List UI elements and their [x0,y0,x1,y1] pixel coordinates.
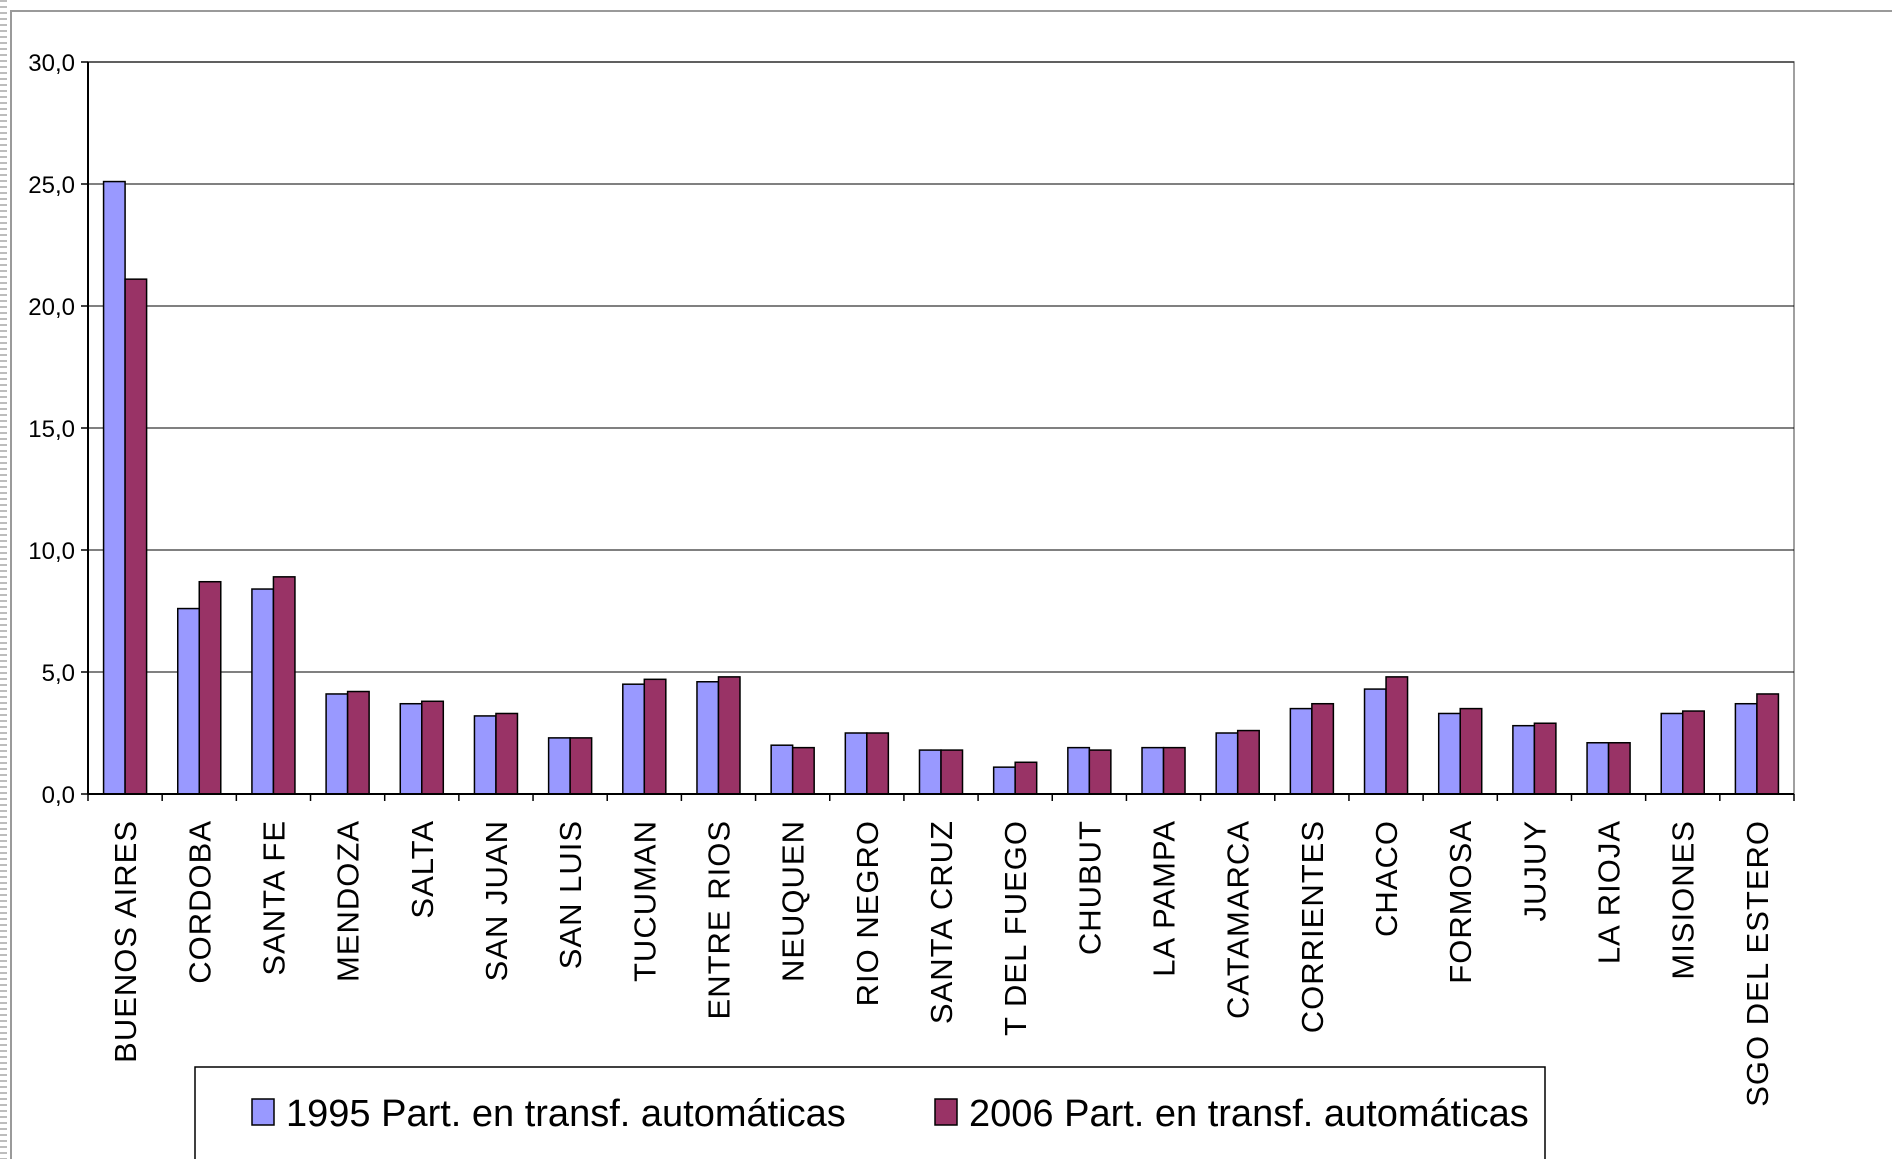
bar-2006 [1756,693,1780,795]
y-tick-label: 30,0 [28,50,75,77]
bar-2006 [791,746,815,795]
bar-2006 [1162,746,1186,795]
x-category-label: CHUBUT [1072,820,1107,955]
legend-label-2006: 2006 Part. en transf. automáticas [969,1093,1529,1135]
bar-1995 [1141,746,1165,795]
x-category-label: CHACO [1369,820,1404,937]
bar-2006 [272,576,296,795]
bar-1995 [1660,712,1684,795]
x-category-label: SAN LUIS [553,820,588,969]
y-tick-label: 15,0 [28,416,75,443]
x-category-label: MENDOZA [331,820,366,982]
bar-2006 [1607,742,1631,795]
bar-1995 [1586,742,1610,795]
y-axis-ticks: 0,0 5,0 10,0 15,0 20,0 25,0 30,0 [28,50,88,809]
bar-1995 [547,737,571,795]
bar-2006 [1459,707,1483,795]
bar-1995 [251,588,275,795]
bar-2006 [1236,729,1260,795]
x-category-label: NEUQUEN [776,820,811,982]
bar-1995 [1289,707,1313,795]
bar-2006 [569,737,593,795]
bar-2006 [1385,676,1409,795]
bar-1995 [1067,746,1091,795]
bar-1995 [622,683,646,795]
bars [102,180,1780,795]
x-category-label: BUENOS AIRES [108,820,143,1063]
dotted-edge [0,0,7,1159]
bar-1995 [918,749,942,795]
y-tick-label: 10,0 [28,538,75,565]
bar-2006 [1014,761,1038,795]
bar-1995 [473,715,497,795]
bar-2006 [1088,749,1112,795]
x-category-label: FORMOSA [1443,820,1478,984]
y-tick-label: 25,0 [28,172,75,199]
x-category-label: ENTRE RIOS [701,820,736,1019]
gridlines [87,61,1795,795]
bar-2006 [643,678,667,795]
y-tick-label: 20,0 [28,294,75,321]
bar-2006 [124,278,148,795]
bar-2006 [198,580,222,795]
legend-label-1995: 1995 Part. en transf. automáticas [286,1093,846,1135]
bar-1995 [992,766,1016,795]
bar-2006 [866,732,890,795]
bar-1995 [325,693,349,795]
bar-2006 [421,700,445,795]
axes [87,62,1795,801]
bar-1995 [696,681,720,795]
bar-2006 [717,676,741,795]
y-tick-label: 5,0 [42,660,75,687]
y-tick-label: 0,0 [42,782,75,809]
x-category-label: CATAMARCA [1221,820,1256,1019]
bar-1995 [770,744,794,795]
bar-1995 [399,702,423,795]
bar-1995 [1512,724,1536,795]
x-category-label: SANTA CRUZ [924,820,959,1024]
bar-1995 [1437,712,1461,795]
x-category-label: CORRIENTES [1295,820,1330,1033]
x-category-label: JUJUY [1517,820,1552,921]
x-category-label: CORDOBA [182,820,217,984]
legend: 1995 Part. en transf. automáticas 2006 Pa… [194,1066,1546,1159]
legend-swatch-1995 [251,1098,275,1126]
bar-1995 [844,732,868,795]
x-axis-labels: BUENOS AIRES CORDOBA SANTA FE MENDOZA SALTA S… [108,820,1775,1107]
x-category-label: LA PAMPA [1147,820,1182,977]
bar-1995 [102,180,126,795]
chart-frame [10,10,1892,1159]
bar-2006 [1681,710,1705,795]
bar-2006 [1533,722,1557,795]
bar-2006 [495,712,519,795]
x-category-label: SALTA [405,820,440,919]
bar-2006 [940,749,964,795]
x-category-label: LA RIOJA [1592,820,1627,964]
x-category-label: T DEL FUEGO [998,820,1033,1036]
bar-1995 [1215,732,1239,795]
x-category-label: TUCUMAN [627,820,662,982]
bar-1995 [177,607,201,795]
x-category-label: SANTA FE [256,820,291,976]
bar-1995 [1734,702,1758,795]
bar-2006 [346,690,370,795]
bar-2006 [1311,702,1335,795]
x-category-label: SGO DEL ESTERO [1740,820,1775,1107]
bar-1995 [1363,688,1387,795]
legend-box [194,1066,1546,1159]
legend-swatch-2006 [934,1098,958,1126]
x-category-label: MISIONES [1666,820,1701,980]
x-category-label: RIO NEGRO [850,820,885,1006]
x-category-label: SAN JUAN [479,820,514,981]
